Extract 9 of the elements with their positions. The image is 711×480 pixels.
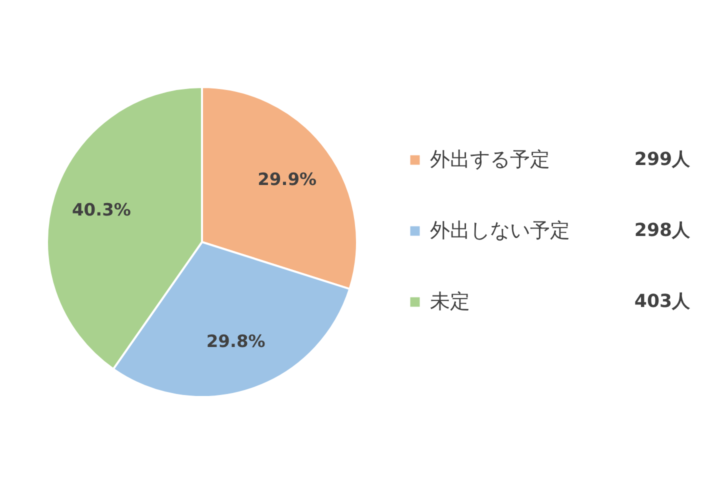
legend-label: 未定: [430, 289, 470, 313]
text: 299人: [634, 149, 691, 170]
text: 403人: [634, 291, 691, 312]
legend-label: 外出する予定: [430, 147, 550, 171]
data-label: 29.8%: [206, 332, 266, 352]
data-label: 29.9%: [258, 170, 317, 190]
text: 298人: [634, 220, 691, 241]
legend-label: 外出しない予定: [430, 218, 570, 242]
data-label: 40.3%: [72, 200, 131, 220]
